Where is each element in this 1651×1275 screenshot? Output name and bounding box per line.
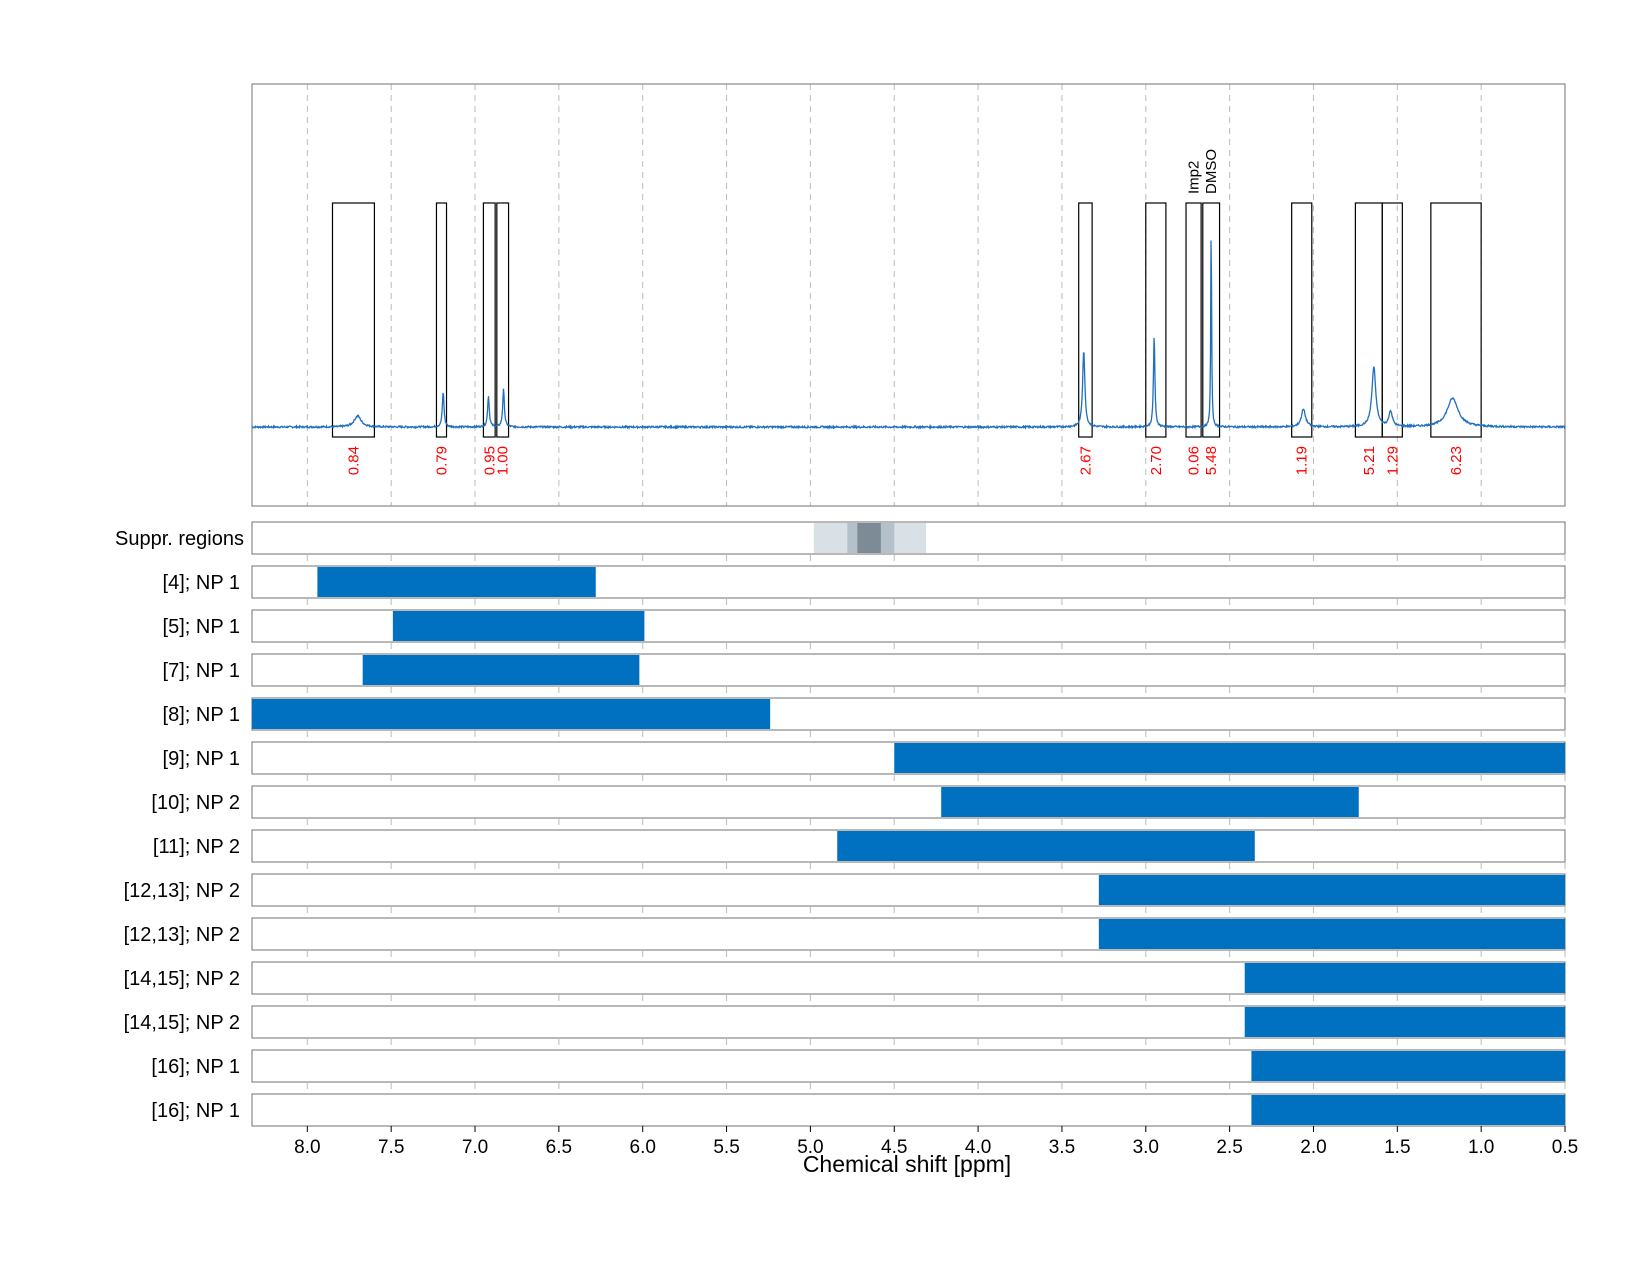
range-row-label: [14,15]; NP 2: [124, 1012, 240, 1034]
integration-box: [1145, 202, 1167, 438]
range-row-frame: [251, 785, 1566, 819]
range-row-label: [9]; NP 1: [163, 748, 240, 770]
spectrum-panel: 0.84 0.79 0.951.00 2.67 2.70 0.06 Imp2 5.48 DMSO…: [251, 83, 1566, 507]
x-tick-label: 5.5: [713, 1137, 739, 1158]
range-bar: [1244, 1007, 1565, 1037]
x-tick-label: 4.5: [881, 1137, 907, 1158]
integral-value-label: 2.67: [1077, 446, 1094, 475]
range-row-label: [11]; NP 2: [153, 836, 240, 858]
range-row-label: [4]; NP 1: [163, 572, 240, 594]
region-name-label: Imp2: [1186, 161, 1203, 194]
spectrum-trace: [251, 240, 1566, 430]
integral-value-label: 1.29: [1384, 446, 1401, 475]
integration-box: [1185, 202, 1202, 438]
integration-box: [1381, 202, 1403, 438]
range-bar: [317, 567, 596, 597]
x-axis: 8.0 7.5 7.0 6.5 6.0 5.5 5.0 4.5 4.0 3.5 3.0 2.5 2.0 1…: [294, 1126, 1578, 1158]
range-row-label: [12,13]; NP 2: [124, 924, 240, 946]
x-axis-label: Chemical shift [ppm]: [803, 1151, 1011, 1177]
integration-box: [1291, 202, 1313, 438]
x-tick-label: 3.0: [1133, 1137, 1159, 1158]
integral-value-label: 6.23: [1448, 446, 1465, 475]
x-tick-label: 6.5: [546, 1137, 572, 1158]
integration-box: [1078, 202, 1093, 438]
range-bar: [894, 743, 1565, 773]
x-tick-label: 2.5: [1216, 1137, 1242, 1158]
integral-value-label: 1.00: [495, 446, 512, 475]
region-name-label: DMSO: [1203, 149, 1220, 194]
range-bar: [1244, 963, 1565, 993]
range-row-label: [16]; NP 1: [151, 1056, 240, 1078]
x-tick-label: 7.0: [462, 1137, 488, 1158]
integral-value-label: 0.79: [433, 446, 450, 475]
integration-box: [1202, 202, 1221, 438]
range-row-label: [10]; NP 2: [151, 792, 240, 814]
x-tick-label: 1.0: [1468, 1137, 1494, 1158]
suppressed-row-label: Suppr. regions: [115, 528, 244, 550]
x-tick-label: 6.0: [630, 1137, 656, 1158]
integration-box: [435, 202, 448, 438]
range-bar: [1098, 875, 1565, 905]
integration-box: [331, 202, 376, 438]
x-tick-label: 2.0: [1300, 1137, 1326, 1158]
range-row-label: [12,13]; NP 2: [124, 880, 240, 902]
integral-value-label: 0.06: [1186, 446, 1203, 475]
range-bar: [1251, 1051, 1565, 1081]
integral-value-label: 5.21: [1361, 446, 1378, 475]
integral-value-label: 0.84: [345, 446, 362, 475]
range-row-label: [14,15]; NP 2: [124, 968, 240, 990]
integral-value-label: 5.48: [1203, 446, 1220, 475]
integral-value-label: 0.95: [481, 446, 498, 475]
range-bar: [252, 699, 771, 729]
x-tick-label: 8.0: [294, 1137, 320, 1158]
integration-box: [1354, 202, 1383, 438]
range-bar: [392, 611, 645, 641]
x-tick-label: 7.5: [378, 1137, 404, 1158]
range-rows: Suppr. regions [4]; NP 1 [5]; NP 1 [7]; NP …: [115, 521, 1566, 1127]
range-bar: [1251, 1095, 1565, 1125]
spectrum-frame: [251, 83, 1566, 507]
x-tick-label: 4.0: [965, 1137, 991, 1158]
integral-value-label: 2.70: [1148, 446, 1165, 475]
integration-box: [482, 202, 496, 438]
x-tick-label: 1.5: [1384, 1137, 1410, 1158]
x-tick-label: 5.0: [797, 1137, 823, 1158]
integration-box: [1430, 202, 1482, 438]
x-tick-label: 3.5: [1049, 1137, 1075, 1158]
suppressed-region: [857, 523, 881, 553]
x-tick-label: 0.5: [1552, 1137, 1578, 1158]
range-row-label: [16]; NP 1: [151, 1100, 240, 1122]
range-row-label: [5]; NP 1: [163, 616, 240, 638]
range-row-label: [7]; NP 1: [163, 660, 240, 682]
integral-value-label: 1.19: [1294, 446, 1311, 475]
range-bar: [362, 655, 640, 685]
integration-box: [496, 202, 510, 438]
range-bar: [1098, 919, 1565, 949]
range-bar: [941, 787, 1359, 817]
range-bar: [837, 831, 1255, 861]
range-row-label: [8]; NP 1: [163, 704, 240, 726]
